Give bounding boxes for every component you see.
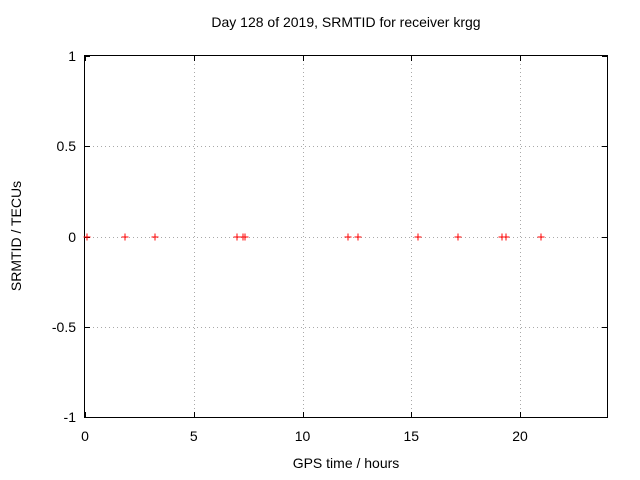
data-point-marker — [151, 233, 159, 240]
y-tick-left — [85, 146, 90, 148]
plot-area: 0 5 10 15 20 1 0.5 0 -0.5 -1 — [52, 48, 608, 444]
data-point-marker — [414, 233, 422, 240]
data-point-marker — [344, 233, 352, 240]
data-point-marker — [537, 233, 545, 240]
x-tick-label: 20 — [512, 428, 528, 444]
y-tick-right — [602, 236, 607, 238]
x-tick-bottom — [411, 412, 413, 417]
x-tick-top — [193, 56, 195, 61]
data-point-marker — [233, 233, 241, 240]
x-tick-label: 0 — [81, 428, 89, 444]
y-tick-left — [85, 56, 90, 57]
y-gridline — [85, 326, 607, 328]
y-gridline — [85, 146, 607, 148]
data-point-marker — [502, 233, 510, 240]
x-tick-label: 10 — [294, 428, 311, 444]
data-point-marker — [454, 233, 462, 240]
data-point-marker — [498, 233, 505, 240]
data-point-marker — [121, 233, 129, 240]
x-axis-label: GPS time / hours — [292, 455, 400, 471]
x-tick-top — [302, 56, 304, 61]
y-tick-right — [602, 146, 607, 148]
y-tick-label: 1 — [68, 48, 76, 64]
y-tick-left — [85, 326, 90, 328]
data-point-marker — [83, 233, 91, 240]
chart-title: Day 128 of 2019, SRMTID for receiver krg… — [211, 14, 481, 30]
x-tick-bottom — [302, 412, 304, 417]
y-axis-label: SRMTID / TECUs — [8, 180, 24, 292]
y-tick-label: 0 — [68, 228, 76, 245]
x-tick-bottom — [85, 412, 86, 417]
x-tick-top — [520, 56, 521, 61]
x-tick-top — [85, 56, 86, 61]
data-point-marker — [354, 233, 362, 240]
x-tick-bottom — [520, 412, 521, 417]
y-tick-label: -1 — [63, 409, 76, 425]
x-tick-label: 5 — [189, 428, 198, 444]
y-tick-label: 0.5 — [56, 138, 76, 155]
y-tick-left — [85, 417, 90, 418]
y-tick-right — [602, 417, 607, 418]
x-tick-label: 15 — [403, 428, 420, 444]
y-tick-right — [602, 326, 607, 328]
x-tick-bottom — [193, 412, 195, 417]
y-tick-label: -0.5 — [51, 318, 76, 335]
y-gridline — [85, 236, 607, 238]
data-point-marker — [241, 233, 249, 240]
x-tick-top — [411, 56, 413, 61]
y-tick-right — [602, 56, 607, 57]
